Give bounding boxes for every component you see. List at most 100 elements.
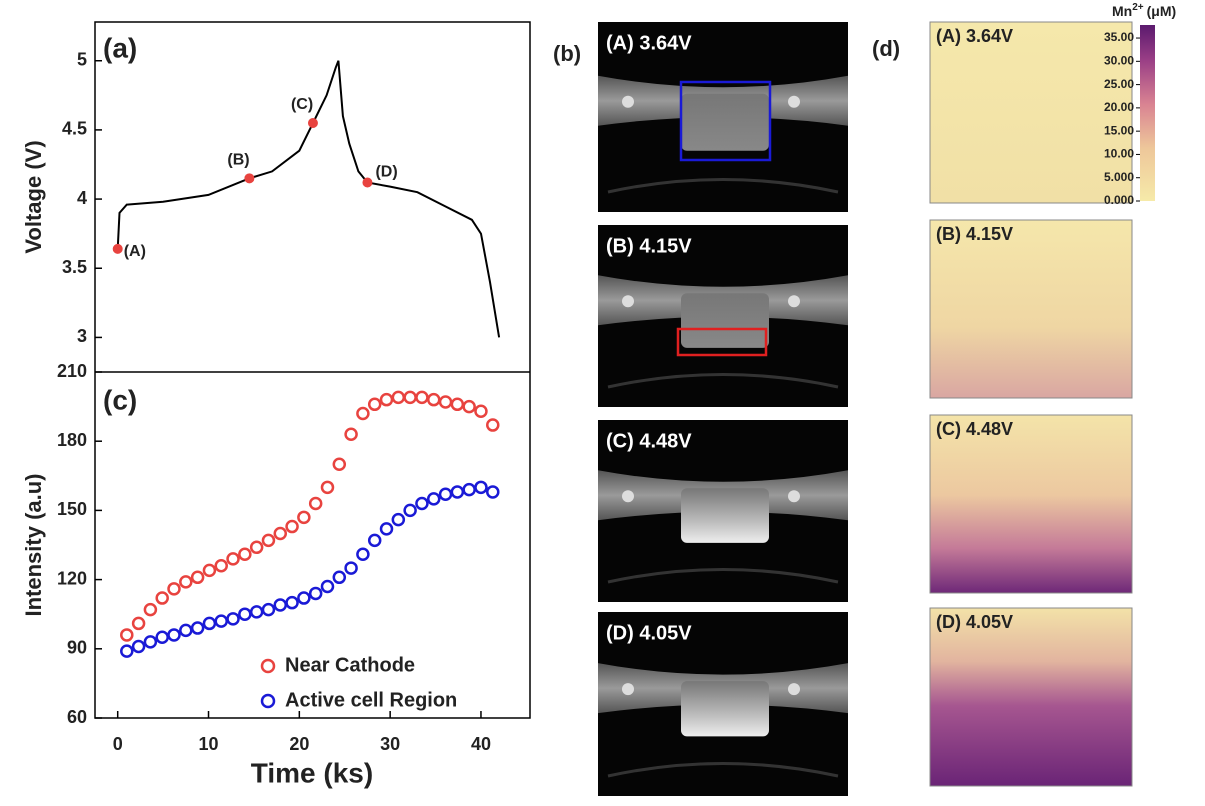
x-axis-label: Time (ks) bbox=[251, 757, 373, 788]
data-point bbox=[131, 639, 146, 654]
data-point bbox=[415, 390, 429, 405]
state-label: (C) bbox=[291, 96, 313, 113]
data-point bbox=[462, 482, 476, 497]
data-point bbox=[450, 485, 465, 499]
x-tick-label: 40 bbox=[471, 734, 491, 754]
mri-arc bbox=[607, 568, 839, 584]
mri-cell bbox=[681, 488, 769, 543]
data-point bbox=[426, 392, 441, 407]
data-point bbox=[143, 602, 158, 617]
panel-label: (c) bbox=[103, 384, 137, 415]
data-point bbox=[297, 591, 311, 605]
data-point bbox=[308, 496, 323, 511]
data-point bbox=[438, 487, 453, 502]
data-point bbox=[379, 392, 394, 407]
y-tick-label: 120 bbox=[57, 568, 87, 588]
mri-highlight bbox=[622, 95, 634, 108]
data-point bbox=[167, 582, 181, 596]
data-point bbox=[202, 616, 217, 631]
data-point bbox=[155, 630, 169, 645]
data-point bbox=[273, 598, 288, 612]
concentration-map bbox=[929, 21, 1133, 204]
colorbar bbox=[1140, 25, 1155, 201]
mri-highlight bbox=[788, 295, 800, 308]
mri-cell bbox=[681, 293, 769, 348]
map-label: (C) 4.48V bbox=[936, 419, 1013, 439]
mri-highlight bbox=[622, 490, 634, 503]
state-label: (D) bbox=[375, 164, 397, 181]
map-label: (D) 4.05V bbox=[936, 612, 1013, 632]
data-point bbox=[474, 404, 488, 418]
y-axis-label: Intensity (a.u) bbox=[21, 473, 46, 616]
mri-arc bbox=[607, 373, 839, 389]
image-label: (A) 3.64V bbox=[606, 32, 692, 54]
data-point bbox=[167, 628, 181, 642]
colorbar-title: Mn2+ (μM) bbox=[1112, 2, 1176, 19]
plot-frame bbox=[94, 21, 531, 719]
colorbar-tick-label: 15.00 bbox=[1104, 123, 1134, 137]
data-point bbox=[249, 540, 264, 555]
mri-highlight bbox=[788, 95, 800, 108]
y-tick-label: 4 bbox=[77, 188, 87, 208]
mri-arc bbox=[607, 762, 839, 778]
region-box bbox=[676, 327, 768, 357]
data-point bbox=[486, 418, 500, 432]
state-point bbox=[362, 177, 373, 188]
data-point bbox=[261, 602, 276, 617]
colorbar-superscript: 2+ bbox=[1132, 2, 1144, 13]
data-point bbox=[190, 621, 205, 635]
y-tick-label: 3 bbox=[77, 326, 87, 346]
colorbar-tick-label: 35.00 bbox=[1104, 30, 1134, 44]
x-tick-label: 30 bbox=[380, 734, 400, 754]
image-label: (C) 4.48V bbox=[606, 430, 692, 452]
region-box bbox=[679, 80, 772, 162]
axes bbox=[94, 21, 531, 719]
mri-arc bbox=[607, 178, 839, 194]
legend-marker bbox=[260, 693, 276, 709]
colorbar-tick-label: 25.00 bbox=[1104, 77, 1134, 91]
data-point bbox=[120, 644, 134, 658]
panel-label: (a) bbox=[103, 32, 137, 63]
y-tick-label: 90 bbox=[67, 638, 87, 658]
data-point bbox=[391, 390, 406, 405]
legend-marker bbox=[260, 658, 276, 674]
data-point bbox=[214, 614, 228, 628]
voltage-line bbox=[116, 60, 501, 338]
colorbar-tick-label: 20.00 bbox=[1104, 100, 1134, 114]
data-point bbox=[426, 492, 441, 506]
image-label: (B) 4.15V bbox=[606, 235, 692, 257]
y-tick-label: 5 bbox=[77, 49, 87, 69]
data-point bbox=[367, 533, 382, 548]
data-point bbox=[379, 522, 394, 536]
colorbar-tick-label: 30.00 bbox=[1104, 53, 1134, 67]
data-point bbox=[356, 547, 370, 561]
panel-label: (d) bbox=[872, 36, 900, 61]
x-tick-label: 0 bbox=[113, 734, 123, 754]
data-point bbox=[486, 485, 500, 499]
data-point bbox=[226, 552, 240, 566]
data-point bbox=[238, 607, 252, 621]
data-point bbox=[332, 457, 347, 472]
data-point bbox=[450, 397, 465, 412]
state-label: (A) bbox=[124, 243, 146, 260]
colorbar-tick-label: 5.000 bbox=[1104, 170, 1134, 184]
data-point bbox=[320, 480, 335, 495]
data-point bbox=[438, 395, 453, 409]
data-point bbox=[403, 503, 417, 518]
y-axis-label: Voltage (V) bbox=[21, 140, 46, 253]
data-point bbox=[320, 579, 335, 594]
data-point bbox=[474, 480, 488, 495]
colorbar-title-text: Mn bbox=[1112, 3, 1132, 19]
data-point bbox=[285, 519, 299, 534]
data-point bbox=[190, 570, 205, 585]
legend-label: Near Cathode bbox=[285, 654, 415, 676]
y-tick-label: 60 bbox=[67, 707, 87, 727]
data-point bbox=[391, 512, 406, 527]
y-tick-label: 150 bbox=[57, 499, 87, 519]
data-point bbox=[462, 399, 476, 414]
state-point bbox=[112, 243, 123, 254]
y-tick-label: 4.5 bbox=[62, 119, 87, 139]
data-point bbox=[214, 559, 228, 573]
concentration-maps: (A) 3.64V (B) 4.15V (C) 4.48V (D) 4.05V bbox=[929, 21, 1133, 787]
